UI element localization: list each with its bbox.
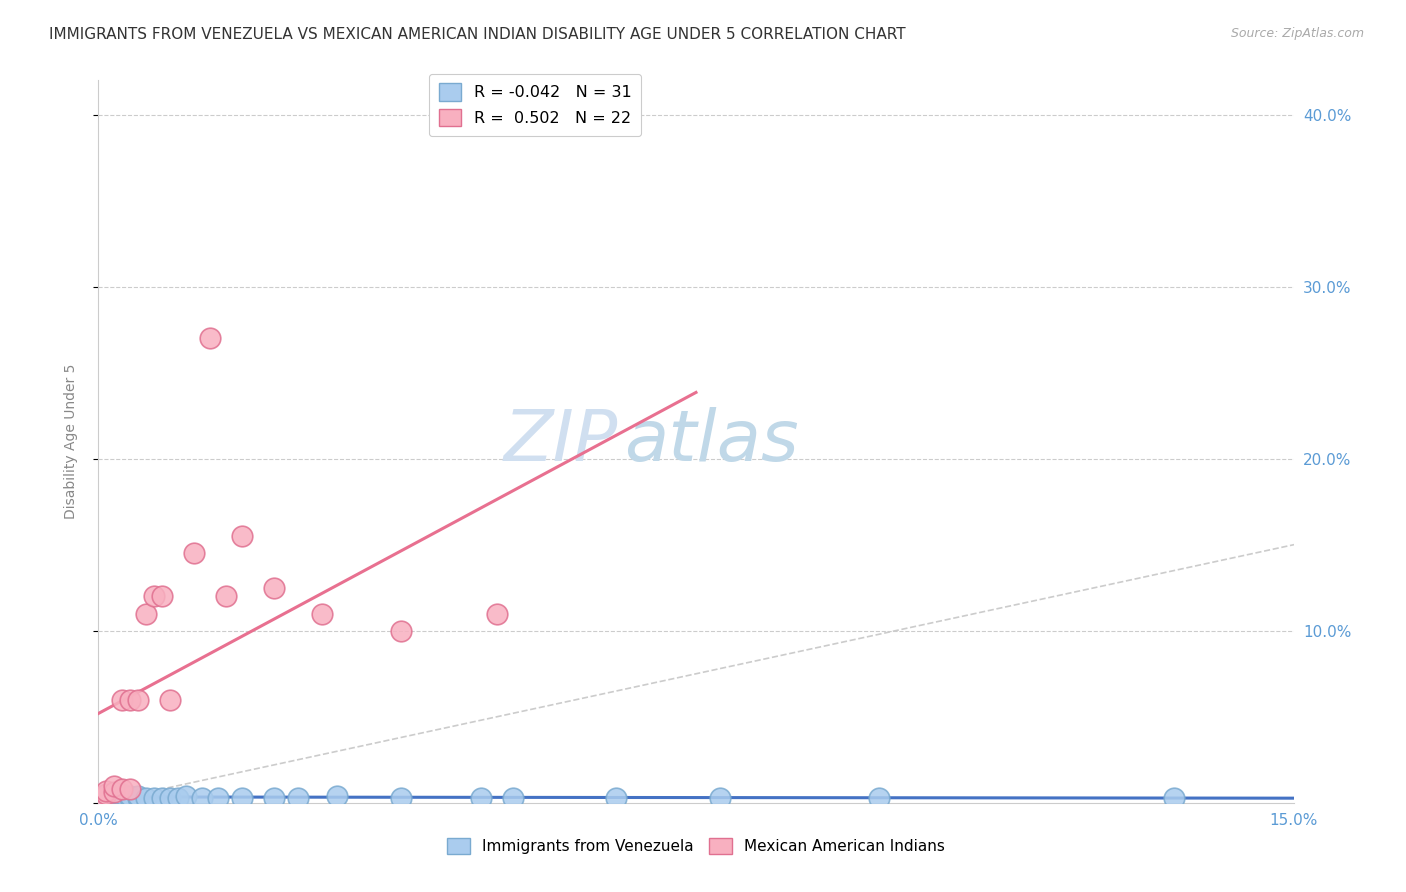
Point [263,581,285,595]
Point [174,789,197,803]
Point [111,692,134,706]
Text: Source: ZipAtlas.com: Source: ZipAtlas.com [1230,27,1364,40]
Point [231,790,253,805]
Point [96,784,118,798]
Point [120,692,142,706]
Point [231,529,253,543]
Point [143,590,166,604]
Point [120,789,142,803]
Point [311,607,333,621]
Point [167,790,190,805]
Point [127,790,149,805]
Point [287,790,309,805]
Point [207,790,229,805]
Point [191,790,214,805]
Point [111,787,134,801]
Point [135,607,157,621]
Point [183,546,205,560]
Point [326,789,349,803]
Point [150,590,173,604]
Point [1163,790,1185,805]
Point [215,590,238,604]
Y-axis label: Disability Age Under 5: Disability Age Under 5 [63,364,77,519]
Text: IMMIGRANTS FROM VENEZUELA VS MEXICAN AMERICAN INDIAN DISABILITY AGE UNDER 5 CORR: IMMIGRANTS FROM VENEZUELA VS MEXICAN AME… [49,27,905,42]
Legend: Immigrants from Venezuela, Mexican American Indians: Immigrants from Venezuela, Mexican Ameri… [441,832,950,860]
Point [198,331,221,345]
Point [127,789,149,803]
Text: ZIP: ZIP [503,407,619,476]
Text: atlas: atlas [624,407,799,476]
Point [389,790,412,805]
Point [470,790,492,805]
Point [103,785,125,799]
Point [96,787,118,801]
Point [135,790,157,805]
Point [502,790,524,805]
Point [605,790,627,805]
Point [103,789,125,803]
Point [103,790,125,805]
Point [868,790,890,805]
Point [263,790,285,805]
Point [485,607,508,621]
Point [159,692,181,706]
Point [87,790,110,805]
Point [111,789,134,803]
Point [120,782,142,797]
Point [87,790,110,805]
Point [709,790,731,805]
Point [143,790,166,805]
Point [389,624,412,638]
Point [150,790,173,805]
Point [159,790,181,805]
Point [96,789,118,803]
Point [127,692,149,706]
Point [111,782,134,797]
Point [96,790,118,805]
Point [120,790,142,805]
Point [111,790,134,805]
Point [103,779,125,793]
